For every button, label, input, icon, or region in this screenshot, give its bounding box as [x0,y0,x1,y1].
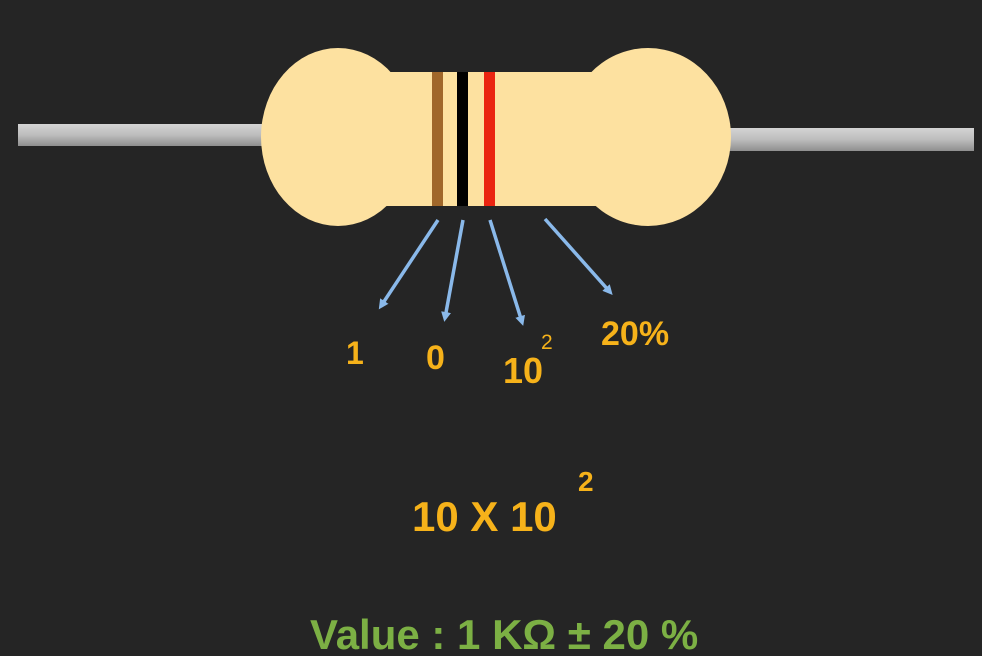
arrow-band-4 [543,217,613,295]
band-2-label: 0 [426,339,445,377]
band-black [457,72,468,206]
band-1-label: 1 [346,335,364,371]
formula-text: 10 X 10 [412,493,557,540]
arrow-band-2 [441,219,465,322]
formula-exponent: 2 [578,466,594,497]
right-lead [725,128,974,151]
resistor-body [261,48,731,226]
arrow-band-1 [378,219,440,310]
band-3-label: 10 [503,350,544,391]
band-3-label-exponent: 2 [541,331,553,354]
band-red [484,72,495,206]
band-brown [432,72,443,206]
arrow-band-3 [488,219,525,326]
left-lead [18,124,268,146]
band-4-label: 20% [601,315,670,353]
value-result: Value : 1 KΩ ± 20 % [310,611,699,656]
